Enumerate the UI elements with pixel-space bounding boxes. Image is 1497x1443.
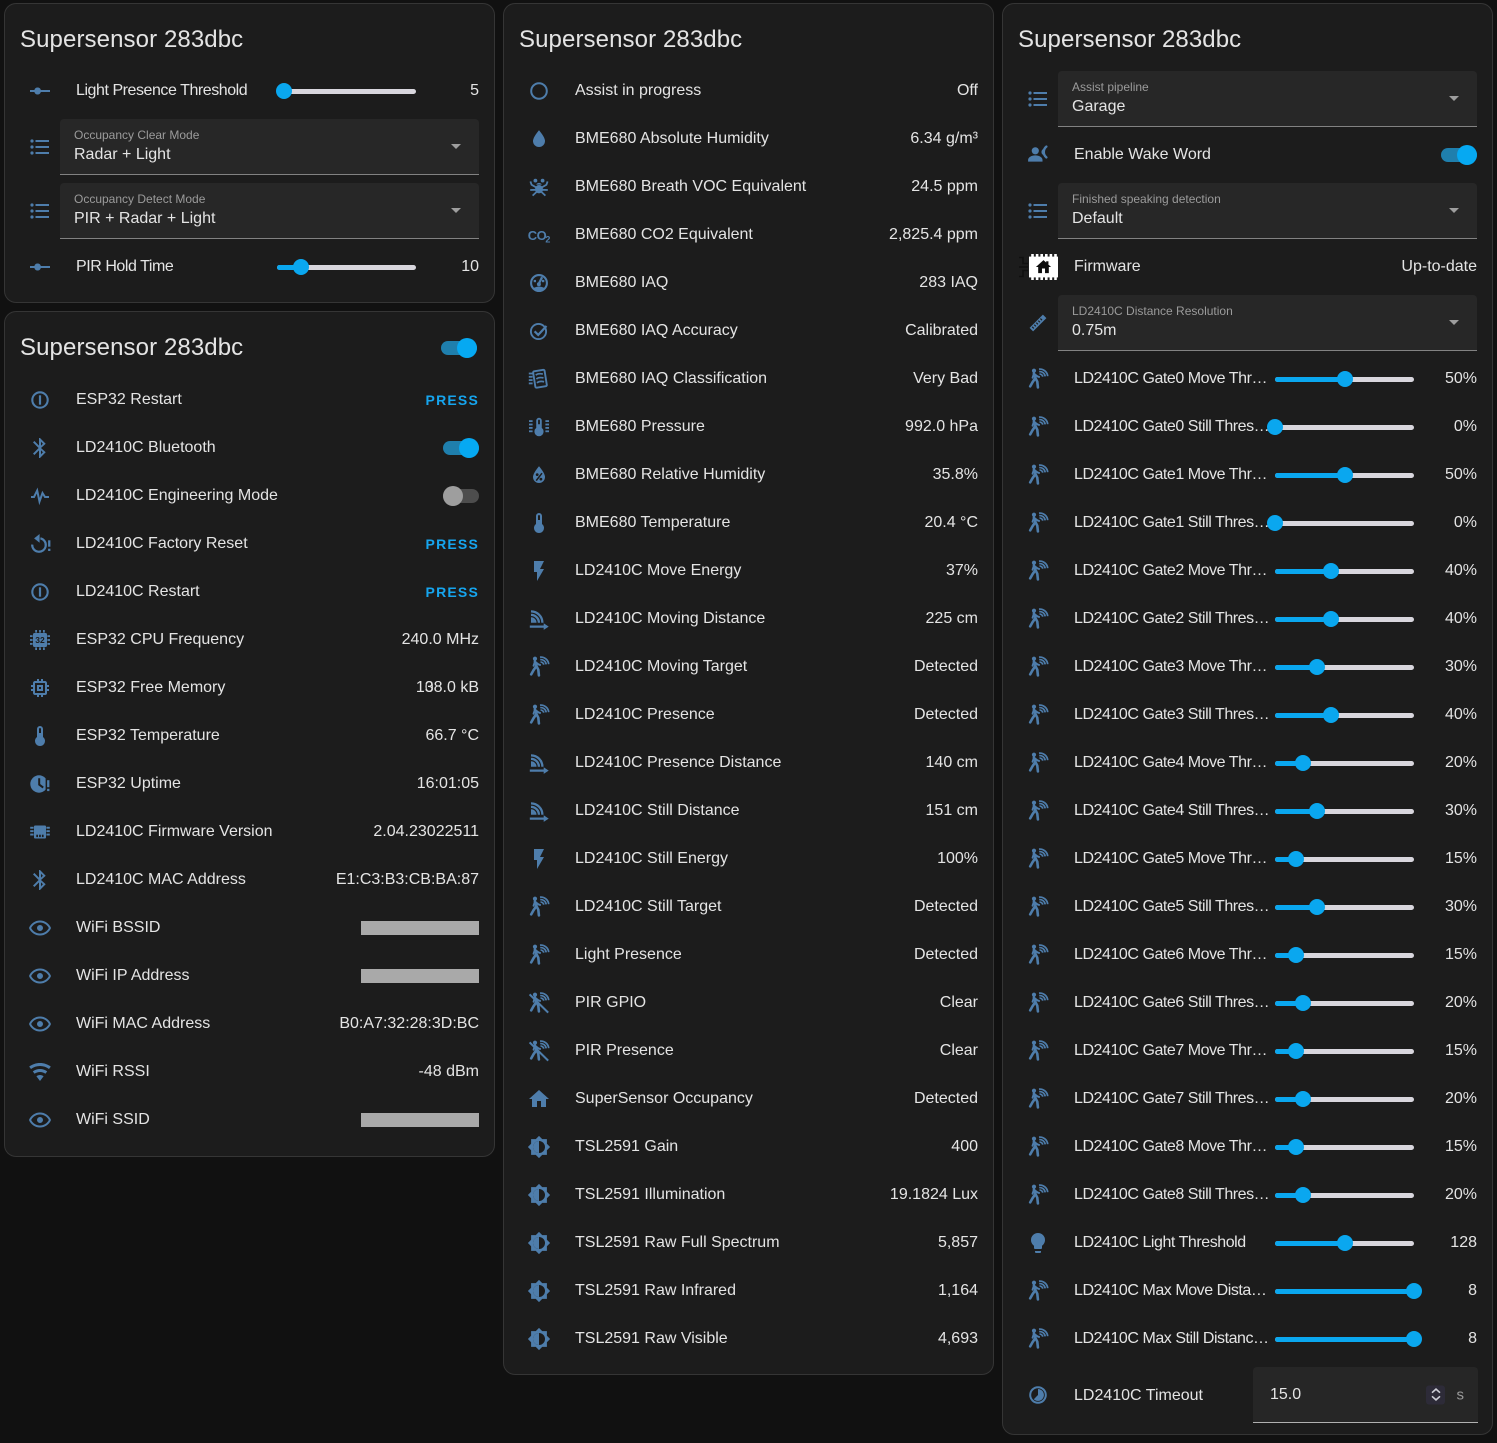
svg-text:32: 32: [35, 635, 45, 645]
svg-text:CO: CO: [528, 228, 547, 243]
svg-text:2: 2: [545, 234, 550, 244]
